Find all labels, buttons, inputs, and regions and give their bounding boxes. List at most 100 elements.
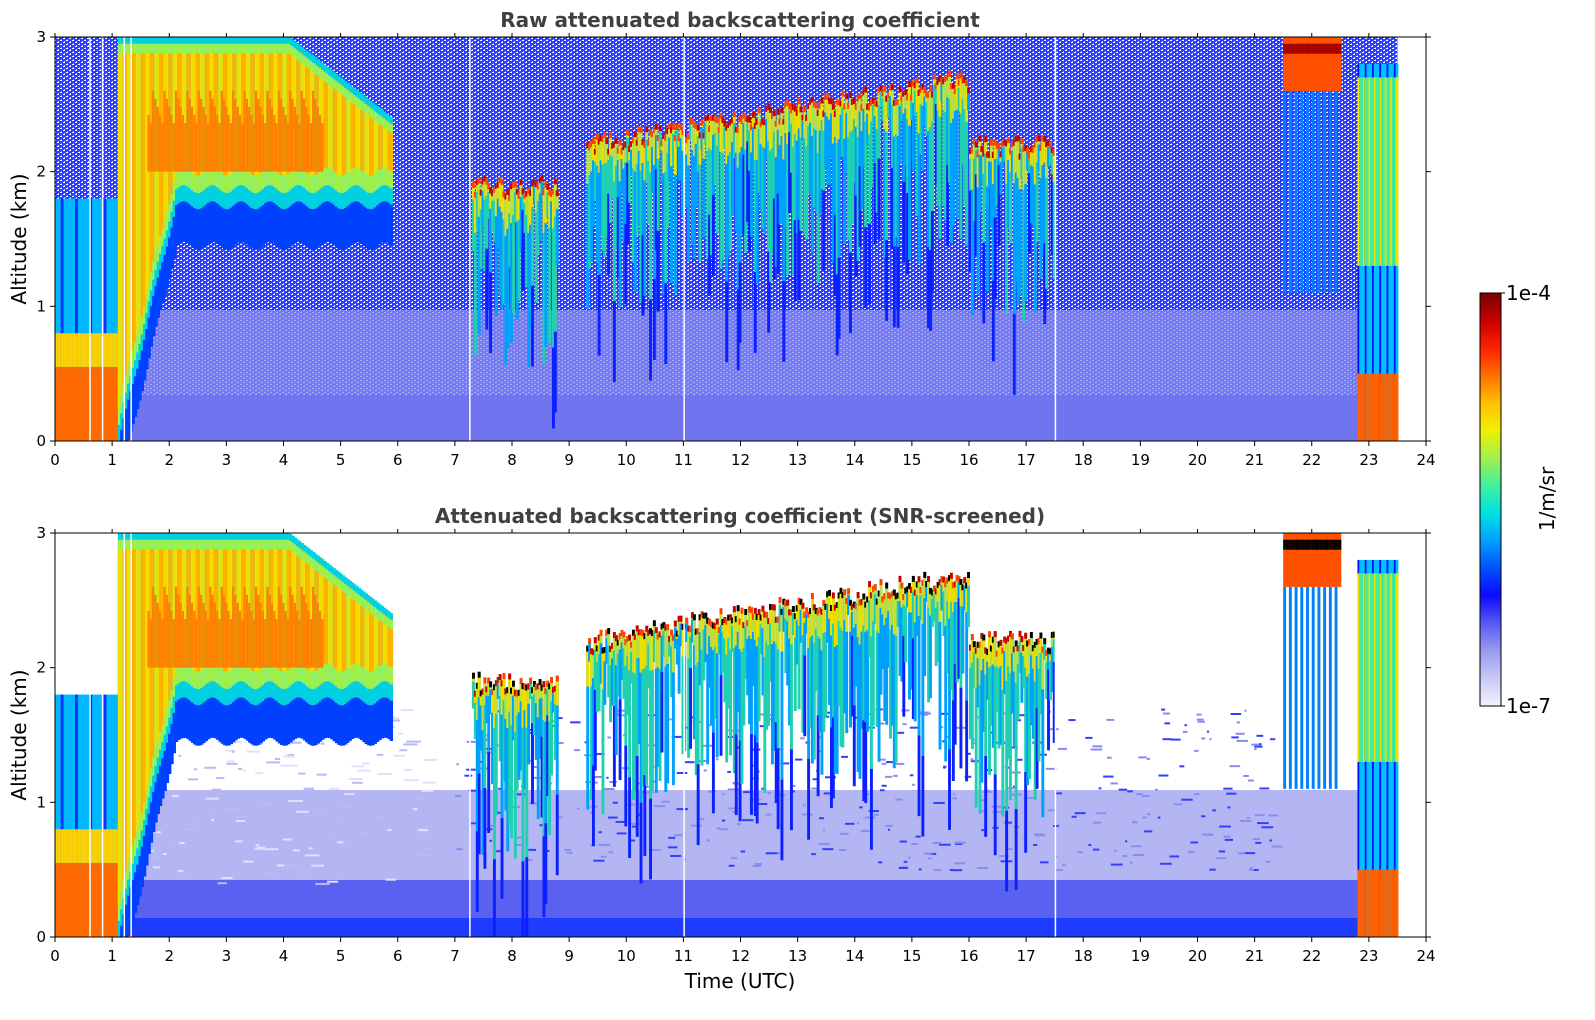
cloud-column	[1022, 145, 1026, 322]
cloud-column-core	[873, 100, 877, 117]
aerosol-layer-base	[145, 329, 149, 370]
aerosol-core	[149, 619, 154, 668]
y-tick-label: 0	[36, 432, 46, 450]
cloud-top	[1016, 135, 1020, 142]
noise-speck	[976, 867, 989, 870]
aerosol-core	[291, 594, 295, 668]
late-cloud-top	[1332, 539, 1336, 550]
surface-aerosol-column	[106, 366, 111, 441]
noise-speck	[1162, 738, 1172, 741]
noise-speck	[896, 731, 905, 734]
cloud-top	[1020, 636, 1024, 643]
cloud-column-core	[597, 138, 601, 173]
cloud-top	[936, 78, 940, 85]
cloud-column	[631, 629, 635, 801]
precip-streak	[829, 727, 833, 808]
aerosol-layer-base	[387, 698, 391, 740]
cloud-top	[710, 621, 713, 628]
cloud-column	[1050, 147, 1054, 175]
cloud-column-core	[504, 193, 508, 237]
cloud-top	[664, 134, 668, 141]
cloud-top	[1029, 146, 1033, 153]
aerosol-layer-base	[371, 704, 375, 746]
cloud-column	[641, 630, 645, 787]
aerosol-core	[216, 611, 220, 668]
cloud-column	[948, 575, 951, 750]
cloud-column	[967, 87, 970, 111]
cloud-column	[521, 683, 525, 862]
x-tick-label: 12	[731, 947, 750, 965]
cloud-top	[681, 623, 685, 630]
cloud-column-core	[553, 178, 557, 217]
cloud-column	[723, 617, 727, 703]
noise-speck	[934, 869, 942, 872]
cloud-top	[862, 89, 866, 96]
cloud-column-core	[536, 183, 540, 201]
cloud-column-core	[980, 632, 984, 671]
cloud-top	[654, 123, 658, 130]
cloud-column	[904, 89, 908, 167]
panel1-features	[55, 37, 1426, 441]
cloud-top	[786, 99, 790, 106]
surface-aerosol-edge	[109, 829, 114, 863]
cloud-column-core	[959, 72, 963, 114]
cloud-column	[668, 123, 672, 181]
cloud-column-core	[951, 582, 955, 612]
cloud-column-core	[805, 114, 809, 147]
cloud-top	[527, 683, 531, 690]
aerosol-core	[286, 619, 291, 668]
aerosol-core	[225, 107, 229, 172]
aerosol-layer-column	[195, 549, 199, 672]
cloud-top	[896, 99, 900, 106]
aerosol-layer-base	[147, 813, 151, 854]
surface-aerosol-edge	[92, 333, 96, 367]
aerosol-layer-base	[298, 201, 302, 242]
noise-speck	[1085, 736, 1093, 739]
cloud-top	[824, 603, 828, 610]
cloud-column	[795, 605, 799, 665]
cloud-column	[647, 629, 651, 689]
cloud-column-core	[887, 592, 891, 612]
aerosol-layer-base	[220, 703, 224, 744]
cloud-column	[770, 113, 774, 254]
cloud-column-core	[845, 597, 849, 632]
cloud-top	[967, 571, 970, 578]
cloud-top	[485, 686, 489, 693]
cloud-column-core	[750, 607, 753, 639]
cloud-top	[790, 107, 793, 114]
aerosol-layer-column	[309, 566, 314, 672]
aerosol-layer-base	[325, 697, 330, 738]
cloud-column	[988, 631, 991, 775]
cloud-top	[531, 687, 534, 694]
cloud-top	[523, 192, 527, 199]
cloud-top	[812, 604, 816, 611]
cloud-column	[896, 99, 900, 247]
noise-speck	[468, 789, 480, 792]
cloud-column	[540, 684, 544, 737]
cloud-column-core	[969, 644, 972, 669]
cloud-column-core	[1026, 640, 1030, 677]
cloud-column	[988, 152, 991, 189]
noise-speck	[607, 736, 612, 739]
precip-streak	[643, 775, 647, 856]
cloud-top	[531, 180, 534, 187]
cloud-column-core	[856, 95, 860, 137]
cloud-top	[614, 635, 618, 642]
aerosol-core	[152, 90, 156, 172]
panel1-title: Raw attenuated backscattering coefficien…	[500, 8, 980, 32]
late-cloud-column	[1304, 533, 1308, 587]
aerosol-layer-base	[190, 702, 195, 743]
x-tick-label: 8	[507, 947, 517, 965]
cloud-top	[892, 99, 896, 106]
cloud-column	[595, 133, 599, 263]
cloud-column	[527, 683, 531, 765]
aerosol-layer-base	[289, 206, 293, 247]
noise-speck	[524, 858, 533, 861]
cloud-top	[845, 93, 849, 100]
noise-speck	[1197, 720, 1205, 723]
precip-streak	[782, 281, 786, 362]
noise-speck	[823, 792, 834, 795]
noise-speck	[721, 819, 726, 822]
cloud-column-core	[845, 93, 849, 114]
